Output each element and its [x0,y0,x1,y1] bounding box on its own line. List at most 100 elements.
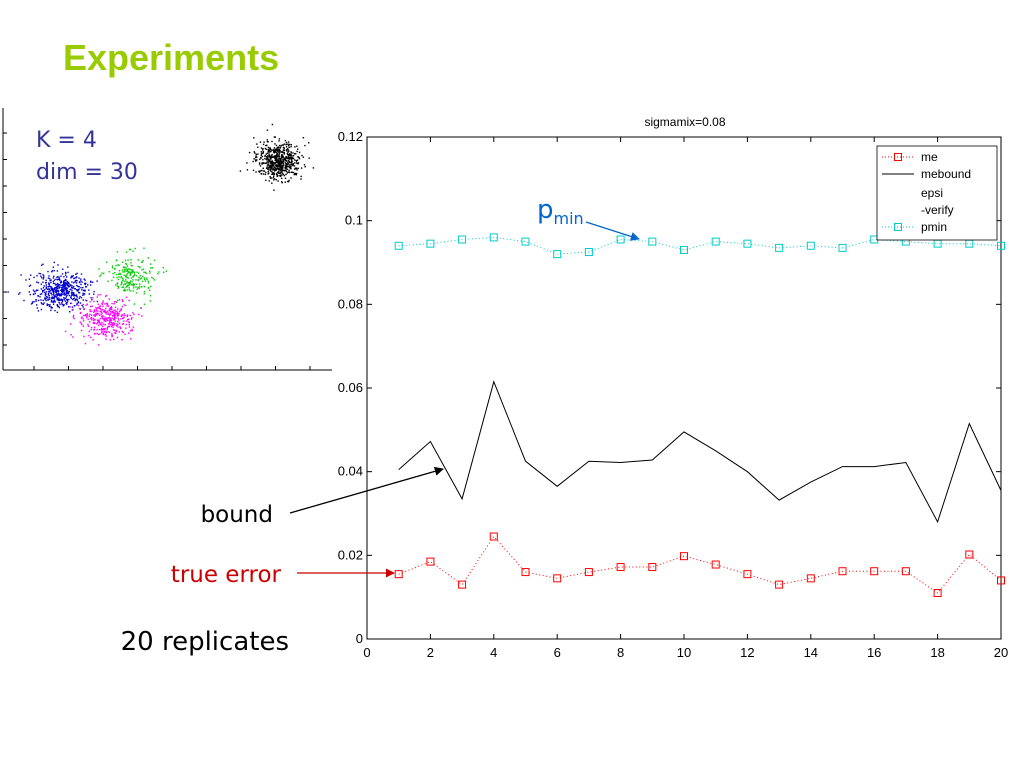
inset-point [102,300,104,302]
inset-point [287,157,289,160]
inset-point [49,279,51,282]
inset-point [51,296,53,298]
inset-point [286,150,288,152]
inset-point [133,313,135,316]
inset-point [97,303,100,305]
inset-point [111,312,114,314]
inset-point [68,285,71,288]
inset-point [74,288,76,290]
inset-point [123,269,126,271]
inset-point [51,270,54,272]
inset-point [115,301,117,303]
inset-point [270,158,272,160]
point-pmin [394,241,403,250]
inset-point [291,171,293,173]
inset-point [128,289,130,291]
inset-point [290,156,292,159]
inset-point [279,172,282,174]
inset-point [66,294,68,296]
inset-point [274,166,276,168]
inset-point [272,173,274,175]
inset-point [36,304,38,306]
inset-point [99,310,101,312]
inset-point [61,298,63,301]
inset-point [279,167,281,169]
inset-point [36,307,38,309]
inset-point [35,300,37,302]
inset-point [102,329,105,331]
inset-point [281,182,283,184]
inset-point [52,277,55,279]
inset-point [99,294,101,296]
inset-point [131,265,133,267]
inset-point [108,319,111,322]
inset-point [128,248,131,251]
inset-point [99,314,101,317]
inset-point [131,284,133,286]
inset-point [276,165,278,167]
inset-point [261,169,263,172]
inset-point [101,309,103,312]
inset-point [112,272,114,275]
inset-point [264,147,267,150]
inset-point [294,168,296,170]
inset-point [121,323,124,325]
y-tick-label: 0 [356,631,363,646]
inset-point [63,298,65,300]
inset-point [68,306,70,308]
inset-point [99,308,102,310]
inset-point [80,280,82,282]
inset-point [92,322,94,324]
inset-point [276,164,278,166]
inset-point [51,294,53,296]
inset-point [269,177,272,179]
inset-point [270,166,272,169]
inset-point [122,271,124,273]
inset-point [288,156,290,159]
point-me [394,570,403,579]
inset-point [268,149,271,152]
pmin-base: p [537,195,554,225]
inset-point [290,144,292,146]
inset-point [278,138,281,140]
inset-point [44,291,46,294]
inset-points [7,123,315,346]
inset-point [264,173,267,176]
inset-point [90,316,93,319]
inset-point [101,303,103,305]
inset-point [134,247,136,250]
inset-point [128,326,131,328]
inset-point [58,290,60,292]
inset-point [83,294,85,296]
inset-point [75,298,77,301]
inset-point [108,298,110,300]
inset-point [105,320,107,322]
inset-point [297,156,299,158]
inset-point [107,312,109,314]
inset-point [144,271,146,274]
inset-point [116,282,119,285]
inset-point [54,282,56,285]
inset-point [282,158,284,160]
inset-point [70,297,73,300]
inset-point [287,171,289,173]
point-pmin [711,237,720,246]
inset-point [277,167,280,170]
point-pmin [584,248,593,257]
inset-point [266,144,268,146]
point-pmin [458,235,467,244]
inset-point [109,307,112,309]
inset-point [266,161,268,163]
inset-point [109,317,111,320]
inset-point [62,280,65,283]
inset-point [84,299,87,301]
inset-point [87,284,89,286]
inset-point [292,164,294,166]
inset-point [60,293,62,296]
inset-point [276,153,278,156]
inset-point [107,280,109,282]
inset-point [49,278,51,280]
inset-point [111,308,113,310]
inset-point [280,174,282,177]
inset-point [258,170,260,172]
